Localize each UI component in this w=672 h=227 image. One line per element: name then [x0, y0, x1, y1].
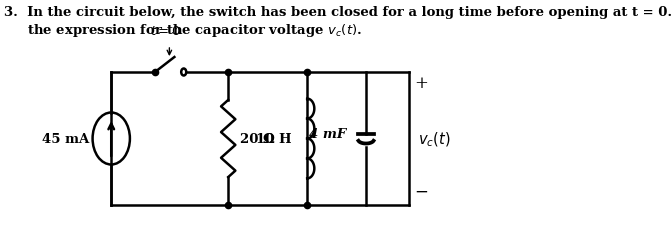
Text: 20 Ω: 20 Ω: [241, 132, 276, 145]
Text: +: +: [414, 75, 428, 92]
Text: the expression for the capacitor voltage $v_c(t)$.: the expression for the capacitor voltage…: [4, 22, 362, 39]
Text: $t = 0$: $t = 0$: [150, 25, 181, 38]
Text: 4 mF: 4 mF: [308, 127, 346, 140]
Text: 3.  In the circuit below, the switch has been closed for a long time before open: 3. In the circuit below, the switch has …: [4, 6, 672, 19]
Text: $v_c(t)$: $v_c(t)$: [418, 130, 450, 148]
Text: 45 mA: 45 mA: [42, 132, 89, 145]
Text: 10 H: 10 H: [256, 132, 292, 145]
Text: −: −: [414, 183, 428, 200]
